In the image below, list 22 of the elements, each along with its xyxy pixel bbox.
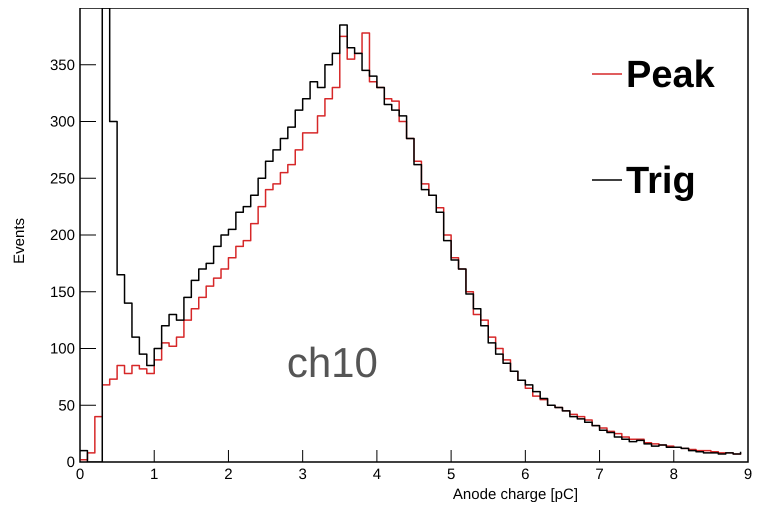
annotation: ch10 xyxy=(286,338,378,386)
x-tick-label: 1 xyxy=(150,466,158,483)
x-tick-label: 4 xyxy=(372,466,382,483)
y-tick-label: 50 xyxy=(58,397,75,414)
x-axis-title: Anode charge [pC] xyxy=(452,486,578,503)
x-tick-label: 9 xyxy=(744,466,752,483)
x-tick-label: 8 xyxy=(670,466,678,483)
y-tick-label: 300 xyxy=(50,114,75,130)
legend-label: Trig xyxy=(626,160,696,202)
x-tick-label: 2 xyxy=(224,466,233,483)
y-tick-label: 100 xyxy=(50,340,75,358)
legend-label: Peak xyxy=(626,54,716,96)
x-tick-label: 7 xyxy=(595,466,604,483)
y-tick-label: 0 xyxy=(66,454,75,471)
x-tick-label: 6 xyxy=(521,466,530,483)
x-tick-label: 3 xyxy=(298,466,307,483)
y-tick-label: 200 xyxy=(50,227,75,244)
y-tick-label: 150 xyxy=(50,284,75,301)
y-tick-label: 350 xyxy=(50,56,75,74)
y-tick-label: 250 xyxy=(50,170,75,188)
x-tick-label: 5 xyxy=(446,466,456,483)
y-axis-title: Events xyxy=(11,218,28,264)
